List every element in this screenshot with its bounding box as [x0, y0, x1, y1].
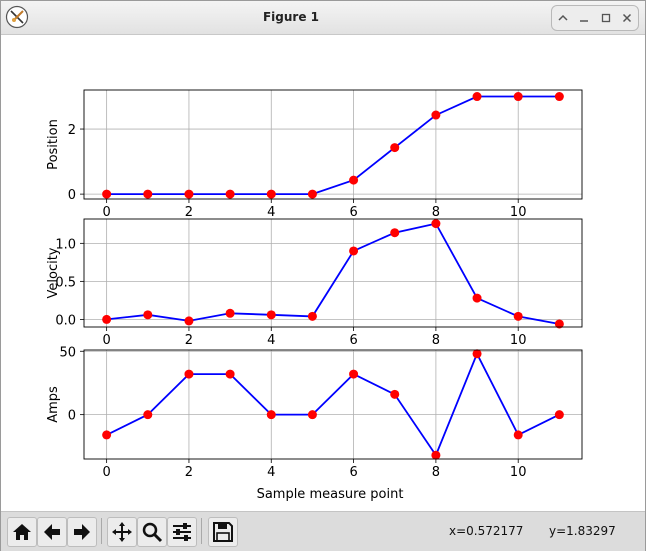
title-bar: Figure 1 — [1, 1, 645, 35]
figure-canvas[interactable]: 0 2 4 6 8 10 0 2 Position 0 2 4 6 8 10 0.0 0.5 1.0Velocit… — [1, 35, 645, 511]
data-point — [102, 190, 111, 199]
data-point — [184, 316, 193, 325]
data-point — [143, 310, 152, 319]
window-controls — [551, 5, 639, 31]
y-axis-label: Velocity — [46, 247, 61, 298]
zoom-icon — [141, 521, 163, 543]
data-point — [267, 410, 276, 419]
home-icon — [11, 521, 33, 543]
save-icon — [212, 521, 234, 543]
data-point — [308, 190, 317, 199]
y-tick-label: 2 — [68, 123, 76, 138]
x-tick-label: 8 — [432, 465, 440, 480]
data-point — [308, 312, 317, 321]
toolbar-separator — [201, 518, 202, 544]
data-point — [102, 430, 111, 439]
x-tick-label: 10 — [510, 465, 527, 480]
x-tick-label: 4 — [267, 205, 275, 220]
maximize-icon[interactable] — [595, 6, 617, 30]
y-tick-label: 0.0 — [55, 313, 76, 328]
x-tick-label: 0 — [102, 205, 110, 220]
x-tick-label: 4 — [267, 465, 275, 480]
data-point — [431, 451, 440, 460]
data-point — [431, 111, 440, 120]
close-icon[interactable] — [617, 6, 639, 30]
x-tick-label: 2 — [185, 465, 193, 480]
x-tick-label: 2 — [185, 205, 193, 220]
x-tick-label: 8 — [432, 333, 440, 348]
y-axis-label: Amps — [46, 386, 61, 423]
data-point — [514, 92, 523, 101]
data-point — [514, 430, 523, 439]
data-point — [473, 349, 482, 358]
data-point — [473, 92, 482, 101]
data-point — [184, 370, 193, 379]
data-point — [349, 246, 358, 255]
data-point — [390, 390, 399, 399]
back-icon — [41, 521, 63, 543]
toolbar: x=0.572177 y=1.83297 — [1, 511, 645, 551]
toolbar-separator — [101, 518, 102, 544]
x-tick-label: 10 — [510, 333, 527, 348]
cursor-x-readout: x=0.572177 — [449, 524, 523, 538]
minimize-icon[interactable] — [574, 6, 596, 30]
x-tick-label: 6 — [349, 333, 357, 348]
data-point — [143, 410, 152, 419]
data-point — [473, 294, 482, 303]
x-tick-label: 8 — [432, 205, 440, 220]
data-point — [390, 228, 399, 237]
data-point — [267, 310, 276, 319]
data-point — [226, 370, 235, 379]
data-point — [226, 309, 235, 318]
configure-subplots-icon — [171, 521, 193, 543]
pan-button[interactable] — [107, 517, 137, 547]
data-point — [184, 190, 193, 199]
plot-area — [84, 90, 582, 199]
window-title: Figure 1 — [1, 10, 581, 24]
x-tick-label: 4 — [267, 333, 275, 348]
x-tick-label: 2 — [185, 333, 193, 348]
data-point — [555, 410, 564, 419]
forward-icon — [71, 521, 93, 543]
data-point — [555, 92, 564, 101]
y-tick-label: 50 — [59, 345, 76, 360]
pan-icon — [111, 521, 133, 543]
data-point — [102, 315, 111, 324]
x-axis-label: Sample measure point — [257, 487, 404, 502]
x-tick-label: 6 — [349, 465, 357, 480]
save-button[interactable] — [208, 517, 238, 547]
x-tick-label: 0 — [102, 333, 110, 348]
data-point — [308, 410, 317, 419]
data-point — [143, 190, 152, 199]
cursor-y-readout: y=1.83297 — [549, 524, 616, 538]
data-point — [390, 143, 399, 152]
y-axis-label: Position — [46, 119, 61, 170]
back-button[interactable] — [37, 517, 67, 547]
home-button[interactable] — [7, 517, 37, 547]
x-tick-label: 6 — [349, 205, 357, 220]
y-tick-label: 0 — [68, 409, 76, 424]
data-point — [349, 176, 358, 185]
data-point — [514, 312, 523, 321]
x-tick-label: 10 — [510, 205, 527, 220]
data-point — [349, 370, 358, 379]
y-tick-label: 0 — [68, 188, 76, 203]
configure-subplots-button[interactable] — [167, 517, 197, 547]
data-point — [431, 219, 440, 228]
up-icon[interactable] — [552, 6, 574, 30]
x-tick-label: 0 — [102, 465, 110, 480]
data-point — [226, 190, 235, 199]
zoom-button[interactable] — [137, 517, 167, 547]
data-point — [267, 190, 276, 199]
forward-button[interactable] — [67, 517, 97, 547]
